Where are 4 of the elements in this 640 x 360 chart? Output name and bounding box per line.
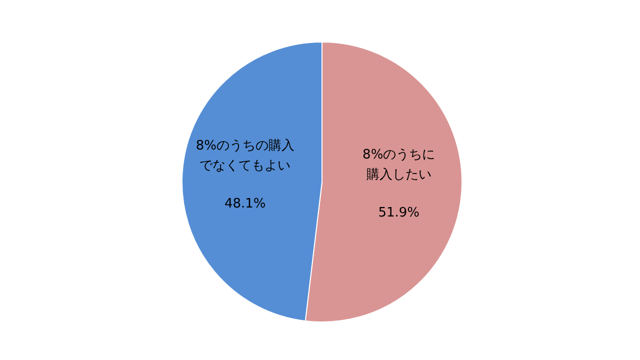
slice-label: 8%のうちの購入でなくてもよい [196,138,294,174]
data-label: 51.9% [378,206,420,221]
slice-label: 8%のうちに購入したい [362,148,436,183]
data-label: 48.1% [224,196,266,212]
